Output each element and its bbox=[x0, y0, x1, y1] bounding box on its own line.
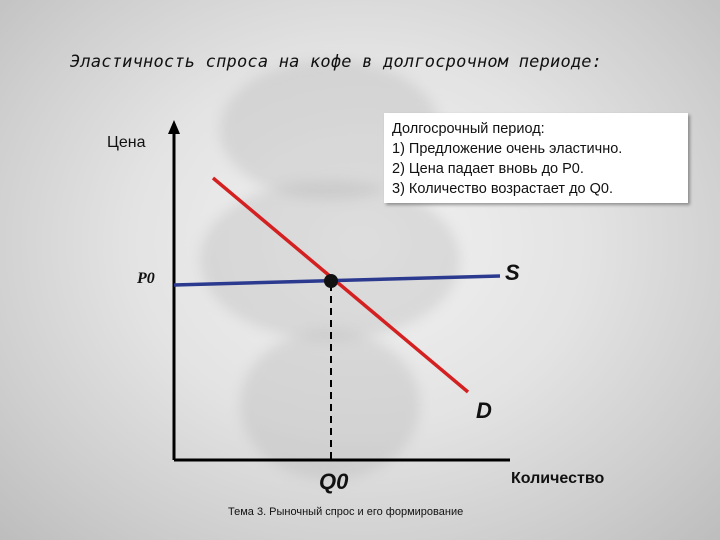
note-line-2: 1) Предложение очень эластично. bbox=[392, 141, 623, 157]
p0-label: P0 bbox=[137, 270, 155, 287]
note-line-1: Долгосрочный период: bbox=[392, 121, 545, 137]
y-axis-label: Цена bbox=[107, 134, 146, 151]
equilibrium-point bbox=[324, 274, 338, 288]
note-line-3: 2) Цена падает вновь до P0. bbox=[392, 161, 584, 177]
long-run-note-box: Долгосрочный период: 1) Предложение очен… bbox=[384, 113, 688, 203]
x-axis-label: Количество bbox=[511, 470, 605, 487]
footer-caption: Тема 3. Рыночный спрос и его формировани… bbox=[228, 506, 464, 518]
demand-curve bbox=[211, 176, 470, 394]
y-axis-arrow bbox=[168, 120, 180, 134]
q0-label: Q0 bbox=[319, 469, 349, 494]
note-line-4: 3) Количество возрастает до Q0. bbox=[392, 181, 614, 197]
supply-label: S bbox=[505, 260, 520, 285]
slide-title: Эластичность спроса на кофе в долгосрочн… bbox=[70, 52, 603, 72]
demand-label: D bbox=[476, 398, 492, 423]
